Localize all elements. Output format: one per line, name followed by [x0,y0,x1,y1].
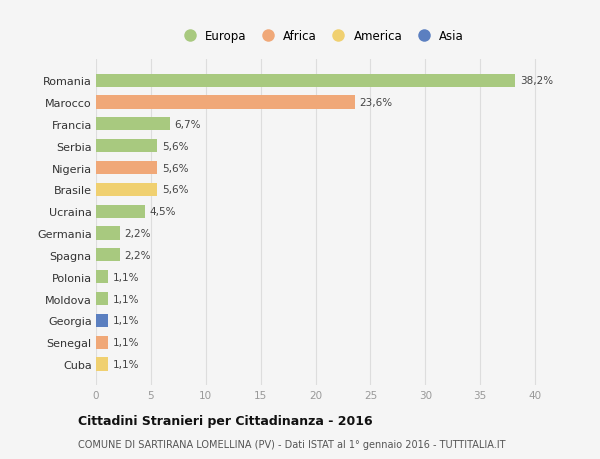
Text: 5,6%: 5,6% [162,163,188,173]
Bar [96,74,515,88]
Text: 1,1%: 1,1% [112,272,139,282]
Text: 23,6%: 23,6% [359,98,392,108]
Text: 1,1%: 1,1% [112,337,139,347]
Bar [96,205,145,218]
Bar [96,96,355,109]
Text: 1,1%: 1,1% [112,359,139,369]
Text: 4,5%: 4,5% [150,207,176,217]
Bar [96,162,157,175]
Legend: Europa, Africa, America, Asia: Europa, Africa, America, Asia [175,27,467,46]
Text: 1,1%: 1,1% [112,294,139,304]
Text: 2,2%: 2,2% [125,229,151,239]
Bar [96,140,157,153]
Text: 5,6%: 5,6% [162,185,188,195]
Text: 2,2%: 2,2% [125,250,151,260]
Text: 6,7%: 6,7% [174,120,200,129]
Bar [96,249,120,262]
Bar [96,227,120,240]
Text: 38,2%: 38,2% [520,76,553,86]
Bar [96,292,108,305]
Text: COMUNE DI SARTIRANA LOMELLINA (PV) - Dati ISTAT al 1° gennaio 2016 - TUTTITALIA.: COMUNE DI SARTIRANA LOMELLINA (PV) - Dat… [78,440,505,449]
Bar [96,118,170,131]
Bar [96,358,108,371]
Text: 5,6%: 5,6% [162,141,188,151]
Text: 1,1%: 1,1% [112,316,139,325]
Text: Cittadini Stranieri per Cittadinanza - 2016: Cittadini Stranieri per Cittadinanza - 2… [78,414,373,428]
Bar [96,314,108,327]
Bar [96,336,108,349]
Bar [96,270,108,284]
Bar [96,184,157,196]
